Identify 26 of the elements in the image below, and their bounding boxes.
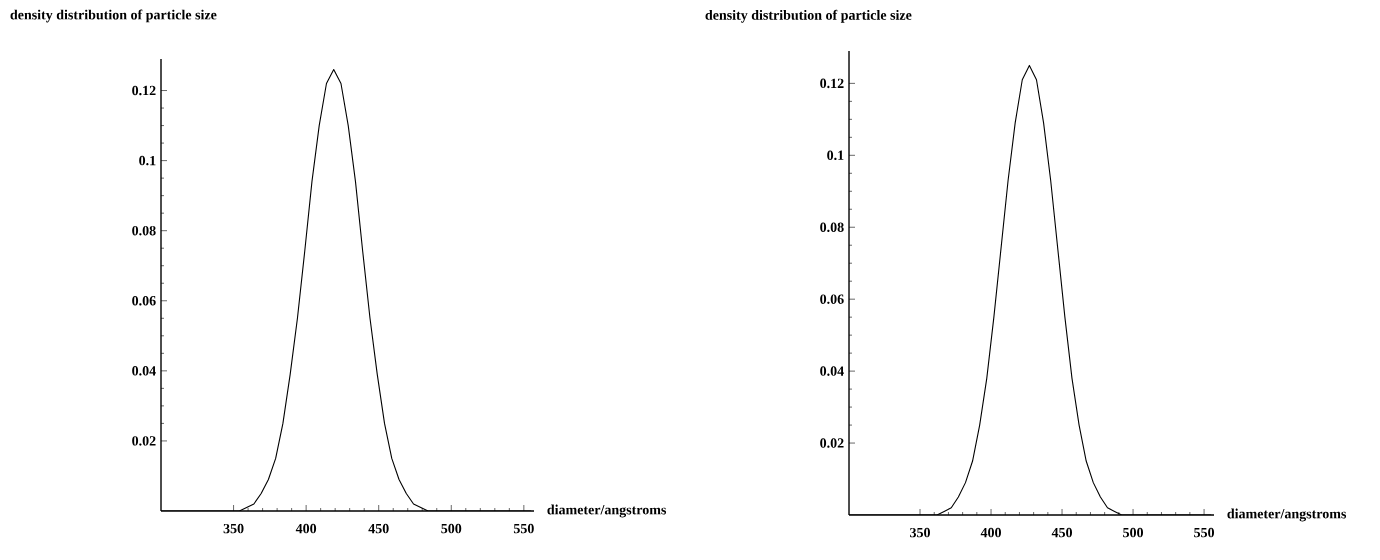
y-tick-label: 0.12: [132, 85, 156, 96]
y-tick-label: 0.1: [139, 155, 156, 166]
x-tick-label: 400: [980, 527, 1001, 538]
x-tick-label: 450: [1051, 527, 1073, 538]
chart-title: density distribution of particle size: [10, 9, 217, 23]
x-tick-label: 350: [223, 523, 244, 534]
x-tick-label: 550: [513, 523, 534, 534]
y-tick-label: 0.04: [820, 366, 844, 376]
y-tick-label: 0.06: [132, 296, 156, 306]
x-tick-label: 500: [1123, 527, 1144, 538]
y-tick-label: 0.02: [820, 438, 844, 448]
y-tick-label: 0.02: [132, 436, 156, 446]
x-tick-label: 550: [1194, 527, 1215, 538]
y-tick-label: 0.04: [132, 366, 156, 376]
y-tick-label: 0.1: [827, 150, 844, 161]
chart-title: density distribution of particle size: [705, 9, 912, 23]
x-tick-label: 450: [368, 523, 389, 534]
y-tick-label: 0.08: [132, 225, 156, 236]
x-axis-title: diameter/angstroms: [547, 504, 667, 518]
x-tick-label: 350: [910, 527, 930, 538]
x-axis-title: diameter/angstroms: [1227, 508, 1347, 522]
y-tick-label: 0.08: [820, 222, 844, 233]
y-tick-label: 0.12: [820, 78, 844, 89]
x-tick-label: 500: [441, 523, 462, 534]
y-tick-label: 0.06: [820, 294, 844, 304]
x-tick-label: 400: [295, 523, 317, 534]
